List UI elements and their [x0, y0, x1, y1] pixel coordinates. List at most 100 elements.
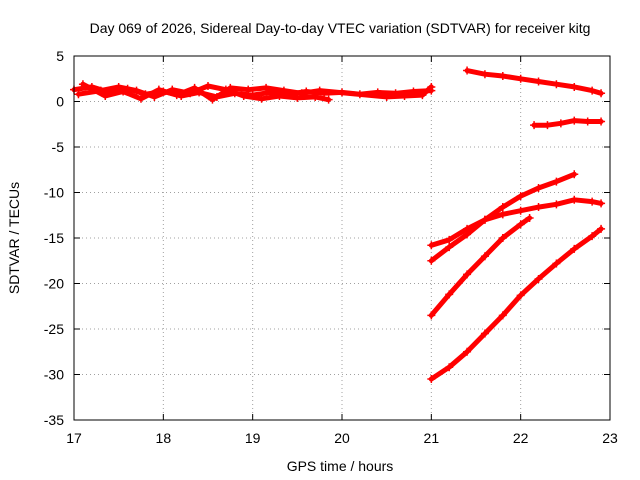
- series-sat-c: [427, 213, 534, 320]
- data-point: [480, 70, 489, 79]
- x-tick-label: 19: [245, 430, 261, 446]
- data-point: [534, 183, 543, 192]
- data-point: [427, 375, 436, 384]
- data-point: [427, 256, 436, 265]
- data-point: [418, 91, 427, 100]
- x-tick-label: 20: [334, 430, 350, 446]
- data-point: [101, 92, 110, 101]
- data-point: [226, 83, 235, 92]
- y-tick-label: 0: [56, 94, 64, 110]
- data-point: [480, 252, 489, 261]
- data-point: [324, 95, 333, 104]
- data-point: [293, 93, 302, 102]
- data-point: [463, 347, 472, 356]
- data-point: [244, 85, 253, 94]
- x-axis-label: GPS time / hours: [287, 458, 394, 474]
- y-tick-label: -5: [52, 139, 65, 155]
- data-point: [427, 82, 436, 91]
- data-point: [172, 91, 181, 100]
- series-band-early-3: [78, 80, 436, 104]
- data-point: [516, 220, 525, 229]
- y-tick-label: -10: [44, 185, 64, 201]
- data-point: [534, 203, 543, 212]
- x-tick-label: 17: [66, 430, 82, 446]
- series-trace: [428, 226, 604, 382]
- data-point: [315, 86, 324, 95]
- series-trace: [428, 197, 604, 248]
- y-tick-label: -35: [44, 412, 64, 428]
- data-point: [570, 82, 579, 91]
- data-point: [382, 92, 391, 101]
- series-sat-d: [427, 224, 606, 384]
- data-point: [516, 74, 525, 83]
- data-point: [534, 274, 543, 283]
- data-point: [588, 86, 597, 95]
- data-point: [552, 259, 561, 268]
- data-point: [463, 230, 472, 239]
- data-point: [154, 85, 163, 94]
- data-point: [257, 94, 266, 103]
- data-point: [445, 235, 454, 244]
- data-point: [516, 291, 525, 300]
- data-point: [400, 92, 409, 101]
- y-tick-label: -30: [44, 367, 64, 383]
- y-tick-label: -20: [44, 276, 64, 292]
- data-point: [588, 197, 597, 206]
- data-point: [480, 329, 489, 338]
- data-point: [588, 232, 597, 241]
- data-point: [570, 116, 579, 125]
- data-point: [570, 170, 579, 179]
- y-tick-labels: 5 0 -5 -10 -15 -20 -25 -30 -35: [44, 48, 64, 428]
- data-point: [556, 119, 565, 128]
- x-tick-label: 22: [513, 430, 529, 446]
- x-tick-label: 23: [602, 430, 618, 446]
- data-point: [463, 66, 472, 75]
- data-point: [311, 92, 320, 101]
- data-point: [427, 311, 436, 320]
- data-point: [498, 72, 507, 81]
- data-point: [516, 192, 525, 201]
- plot-points: [70, 66, 606, 384]
- data-point: [570, 195, 579, 204]
- data-point: [204, 82, 212, 91]
- data-point: [543, 121, 552, 130]
- data-point: [530, 121, 539, 130]
- data-point: [463, 270, 472, 279]
- data-point: [498, 234, 507, 242]
- data-point: [498, 203, 507, 212]
- data-point: [275, 92, 284, 101]
- data-point: [597, 199, 606, 208]
- data-point: [78, 80, 87, 89]
- data-point: [480, 215, 489, 224]
- data-point: [262, 83, 271, 92]
- data-point: [597, 89, 606, 98]
- series-sat-b: [427, 170, 579, 265]
- data-point: [552, 177, 561, 186]
- y-axis-label: SDTVAR / TECUs: [6, 182, 22, 294]
- series-small-right: [530, 116, 606, 130]
- series-upper-right: [463, 66, 606, 98]
- data-point: [445, 243, 454, 252]
- data-point: [516, 206, 525, 215]
- y-tick-label: 5: [56, 48, 64, 64]
- y-tick-label: -25: [44, 321, 64, 337]
- data-point: [552, 200, 561, 209]
- data-point: [279, 86, 288, 95]
- data-point: [498, 210, 507, 219]
- data-point: [445, 363, 454, 372]
- data-point: [583, 117, 592, 126]
- data-point: [534, 77, 543, 86]
- x-tick-labels: 17 18 19 20 21 22 23: [66, 430, 618, 446]
- x-tick-label: 18: [156, 430, 172, 446]
- data-point: [74, 90, 83, 99]
- data-point: [114, 82, 123, 91]
- data-point: [570, 244, 579, 253]
- data-point: [239, 92, 248, 101]
- data-point: [445, 290, 454, 299]
- y-tick-label: -15: [44, 230, 64, 246]
- data-point: [208, 95, 217, 104]
- x-tick-label: 21: [424, 430, 440, 446]
- grid: [74, 56, 610, 420]
- data-point: [597, 117, 606, 126]
